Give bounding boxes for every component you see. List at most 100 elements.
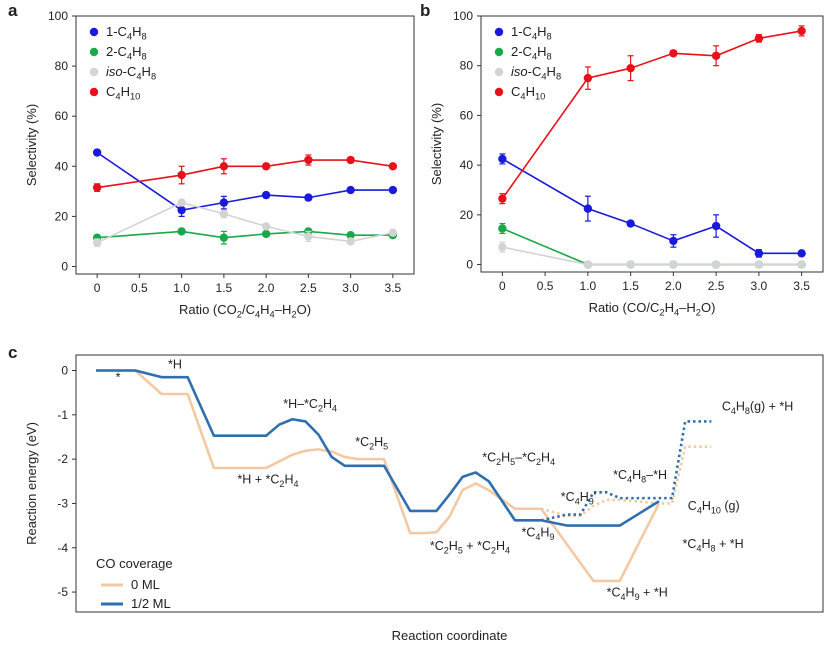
panel-b-data-point — [583, 73, 593, 83]
panel-a-ytick-label: 80 — [55, 59, 69, 73]
panel-c-annotation: *H — [168, 357, 182, 371]
panel-c-annotation: *C2H5 + *C2H4 — [430, 539, 510, 556]
panel-b-data-point — [754, 249, 764, 258]
panel-c-y-axis-label: Reaction energy (eV) — [24, 422, 39, 545]
panel-a-data-point — [261, 190, 271, 200]
panel-a-xtick-label: 0 — [94, 281, 101, 295]
panel-b-ytick-label: 0 — [466, 258, 473, 272]
panel-b-data-point — [498, 154, 507, 164]
panel-a-data-point — [304, 193, 313, 202]
panel-a-data-point — [219, 209, 229, 219]
panel-c-label: c — [8, 343, 17, 362]
panel-b-plot-frame — [480, 15, 824, 273]
panel-c-annotation: *C2H5–*C2H4 — [482, 450, 555, 467]
panel-b-ytick-label: 80 — [460, 59, 474, 73]
panel-b-data-point — [669, 236, 678, 246]
panel-c-energy-path — [540, 445, 712, 518]
panel-a-data-point — [92, 183, 102, 192]
panel-c-ytick-label: -2 — [57, 452, 68, 466]
panel-a-data-point — [177, 227, 186, 236]
panel-a-data-point — [388, 185, 398, 195]
panel-a-xtick-label: 1.5 — [216, 281, 233, 295]
panel-b-data-point — [797, 260, 806, 269]
panel-b-xtick-label: 1.5 — [622, 279, 639, 293]
panel-b-y-axis-label: Selectivity (%) — [429, 103, 444, 185]
panel-b-data-point — [797, 249, 806, 258]
panel-a-data-point — [261, 222, 271, 231]
panel-c-ytick-label: -3 — [57, 496, 68, 510]
panel-a-data-point — [177, 205, 186, 215]
panel-b-legend-marker — [494, 67, 504, 77]
panel-b-data-point — [711, 221, 721, 231]
panel-b-data-point — [669, 49, 678, 58]
panel-a-x-axis-label: Ratio (CO2/C4H4–H2O) — [179, 302, 311, 320]
panel-a-data-point — [388, 162, 398, 171]
panel-c-annotation: *C4H9 — [522, 526, 555, 543]
panel-c-ytick-label: 0 — [61, 364, 68, 378]
panel-b-legend-marker — [494, 47, 504, 57]
panel-a-data-point — [92, 148, 102, 157]
panel-b-legend-marker — [494, 27, 504, 37]
panel-c-legend-label: 1/2 ML — [131, 596, 171, 611]
panel-a-ytick-label: 60 — [55, 109, 69, 123]
panel-a-ytick-label: 0 — [61, 259, 68, 273]
panel-c-annotation: *C4H8 + *H — [683, 537, 744, 554]
panel-b-xtick-label: 0.5 — [537, 279, 554, 293]
panel-c-annotation: *C4H9' — [561, 490, 596, 507]
panel-b-legend-marker — [494, 87, 504, 97]
panel-b-x-axis-label: Ratio (CO/C2H4–H2O) — [589, 300, 716, 318]
panel-a-data-point — [346, 185, 355, 195]
panel-a-legend-label: 2-C4H8 — [106, 44, 147, 62]
panel-c-annotation: *C2H5 — [355, 435, 388, 452]
panel-a-chart: 0 20 40 60 80 100 0 0.5 1.0 1.5 2.0 2.5 3.0 3.5 Ratio … — [24, 9, 415, 320]
panel-c-plot-frame — [75, 354, 824, 613]
panel-c-annotation: *C4H9 + *H — [607, 585, 668, 602]
panel-b-data-point — [498, 224, 507, 233]
panel-b-label: b — [420, 1, 430, 20]
panel-c-chart: 0 -1 -2 -3 -4 -5 Reaction coordinate Reaction e… — [24, 354, 824, 643]
panel-a-data-point — [261, 162, 271, 171]
panel-b-series-line — [502, 227, 802, 266]
panel-a-ytick-label: 100 — [48, 9, 68, 23]
panel-a-legend-label: C4H10 — [106, 84, 140, 102]
panel-b-data-point — [797, 26, 806, 36]
panel-b-xtick-label: 1.0 — [580, 279, 597, 293]
panel-a-data-point — [92, 238, 102, 247]
panel-c-ytick-label: -5 — [57, 585, 68, 599]
panel-b-data-point — [498, 194, 507, 203]
panel-b-xtick-label: 2.5 — [708, 279, 725, 293]
panel-a-legend-marker — [89, 67, 99, 77]
panel-a-y-axis-label: Selectivity (%) — [24, 104, 39, 186]
panel-a-plot-frame — [75, 15, 415, 275]
panel-a-xtick-label: 2.5 — [300, 281, 317, 295]
panel-c-energy-path — [96, 369, 661, 583]
panel-a-data-point — [346, 237, 355, 246]
panel-a-legend-marker — [89, 27, 99, 37]
panel-a-data-point — [219, 233, 229, 242]
panel-b-data-point — [711, 260, 721, 269]
panel-c-annotation: *H–*C2H4 — [283, 397, 337, 414]
panel-b-legend-label: iso-C4H8 — [511, 64, 561, 82]
panel-a-data-point — [346, 230, 355, 240]
panel-a-xtick-label: 1.0 — [173, 281, 190, 295]
panel-b-data-point — [626, 219, 635, 228]
panel-a-data-point — [346, 155, 355, 165]
panel-a-ytick-label: 40 — [55, 159, 69, 173]
panel-c-annotation: C4H8(g) + *H — [722, 399, 794, 416]
panel-a-ytick-label: 20 — [55, 209, 69, 223]
panel-a-label: a — [8, 1, 18, 20]
panel-a-data-point — [304, 232, 313, 241]
panel-b-data-point — [583, 260, 593, 269]
panel-c-legend-title: CO coverage — [96, 556, 173, 571]
panel-c-energy-path — [96, 369, 660, 527]
panel-c-legend-label: 0 ML — [131, 577, 160, 592]
panel-a-data-point — [177, 198, 186, 207]
panel-a-legend-label: iso-C4H8 — [106, 64, 156, 82]
panel-a-xtick-label: 0.5 — [131, 281, 148, 295]
panel-b-data-point — [711, 51, 721, 60]
panel-c-x-axis-label: Reaction coordinate — [392, 628, 508, 643]
panel-c-annotation: *H + *C2H4 — [237, 473, 298, 490]
panel-b-data-point — [626, 260, 635, 269]
panel-c-annotation: * — [116, 371, 121, 385]
panel-a-data-point — [219, 198, 229, 207]
